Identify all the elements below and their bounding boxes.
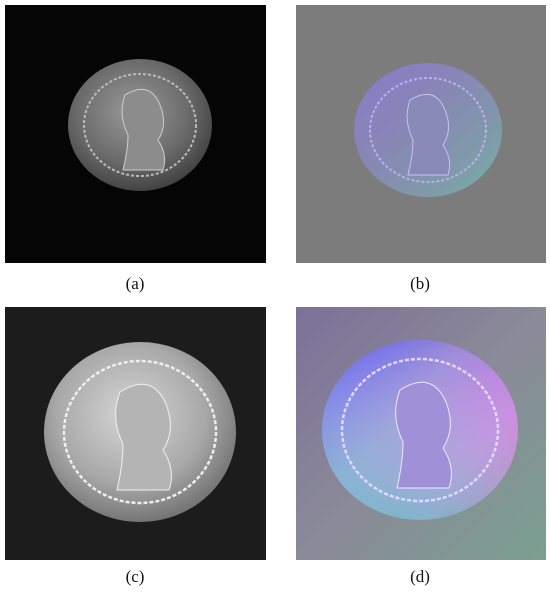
panel-image: [5, 5, 266, 263]
panel-image: [296, 307, 546, 560]
caption: (d): [410, 567, 430, 586]
panel-image: [296, 5, 546, 263]
caption: (c): [126, 567, 145, 586]
caption: (b): [410, 274, 430, 293]
caption: (a): [126, 274, 145, 293]
panel-image: [5, 307, 266, 560]
